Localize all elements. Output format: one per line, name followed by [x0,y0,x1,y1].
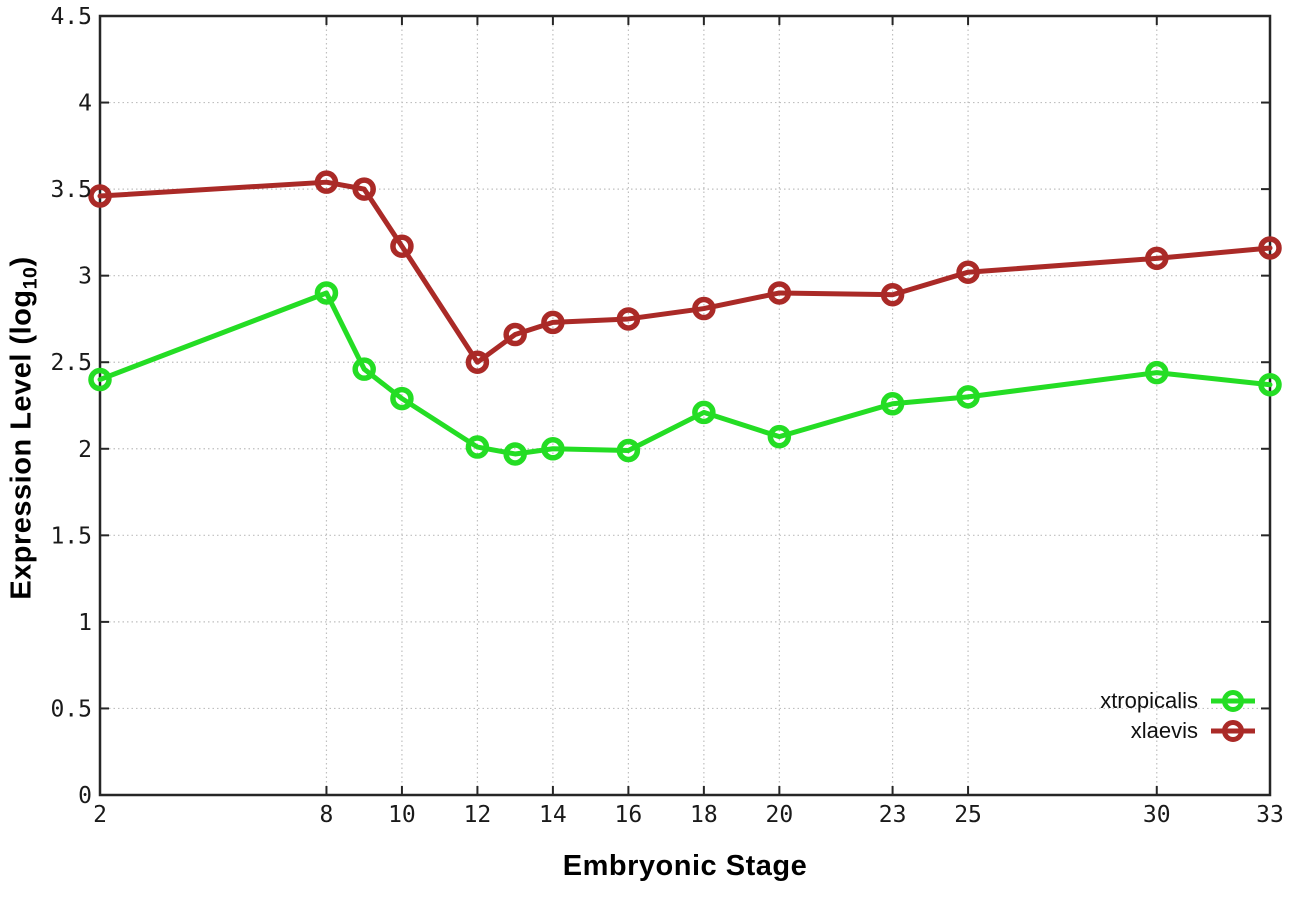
svg-text:4: 4 [78,91,92,117]
svg-text:23: 23 [879,802,907,828]
svg-text:16: 16 [615,802,643,828]
legend-label-xtropicalis: xtropicalis [1100,688,1198,713]
svg-text:2.5: 2.5 [50,350,92,376]
legend: xtropicalis xlaevis [1100,686,1256,746]
xlaevis-marker-icon [1211,720,1255,742]
svg-text:2: 2 [93,802,107,828]
y-axis-title-text: Expression Level (log [5,289,38,600]
xtropicalis-marker-icon [1211,690,1255,712]
svg-text:0.5: 0.5 [50,696,92,722]
legend-label-xlaevis: xlaevis [1130,718,1198,743]
svg-text:1.5: 1.5 [50,523,92,549]
x-axis-title: Embryonic Stage [562,850,808,882]
svg-text:30: 30 [1143,802,1171,828]
svg-text:12: 12 [464,802,492,828]
svg-text:8: 8 [320,802,334,828]
svg-text:4.5: 4.5 [50,4,92,30]
svg-text:18: 18 [690,802,718,828]
svg-text:3: 3 [78,264,92,290]
y-axis-title-close: ) [5,256,38,267]
svg-text:3.5: 3.5 [50,177,92,203]
legend-item-xtropicalis: xtropicalis [1100,686,1256,716]
svg-text:2: 2 [78,437,92,463]
svg-text:14: 14 [539,802,567,828]
svg-text:10: 10 [388,802,416,828]
svg-text:33: 33 [1256,802,1284,828]
legend-item-xlaevis: xlaevis [1100,716,1256,746]
svg-text:20: 20 [766,802,794,828]
y-axis-title: Expression Level (log10) [6,256,43,599]
y-axis-title-subscript: 10 [19,266,42,290]
svg-text:1: 1 [78,610,92,636]
svg-text:0: 0 [78,783,92,809]
svg-text:25: 25 [954,802,982,828]
